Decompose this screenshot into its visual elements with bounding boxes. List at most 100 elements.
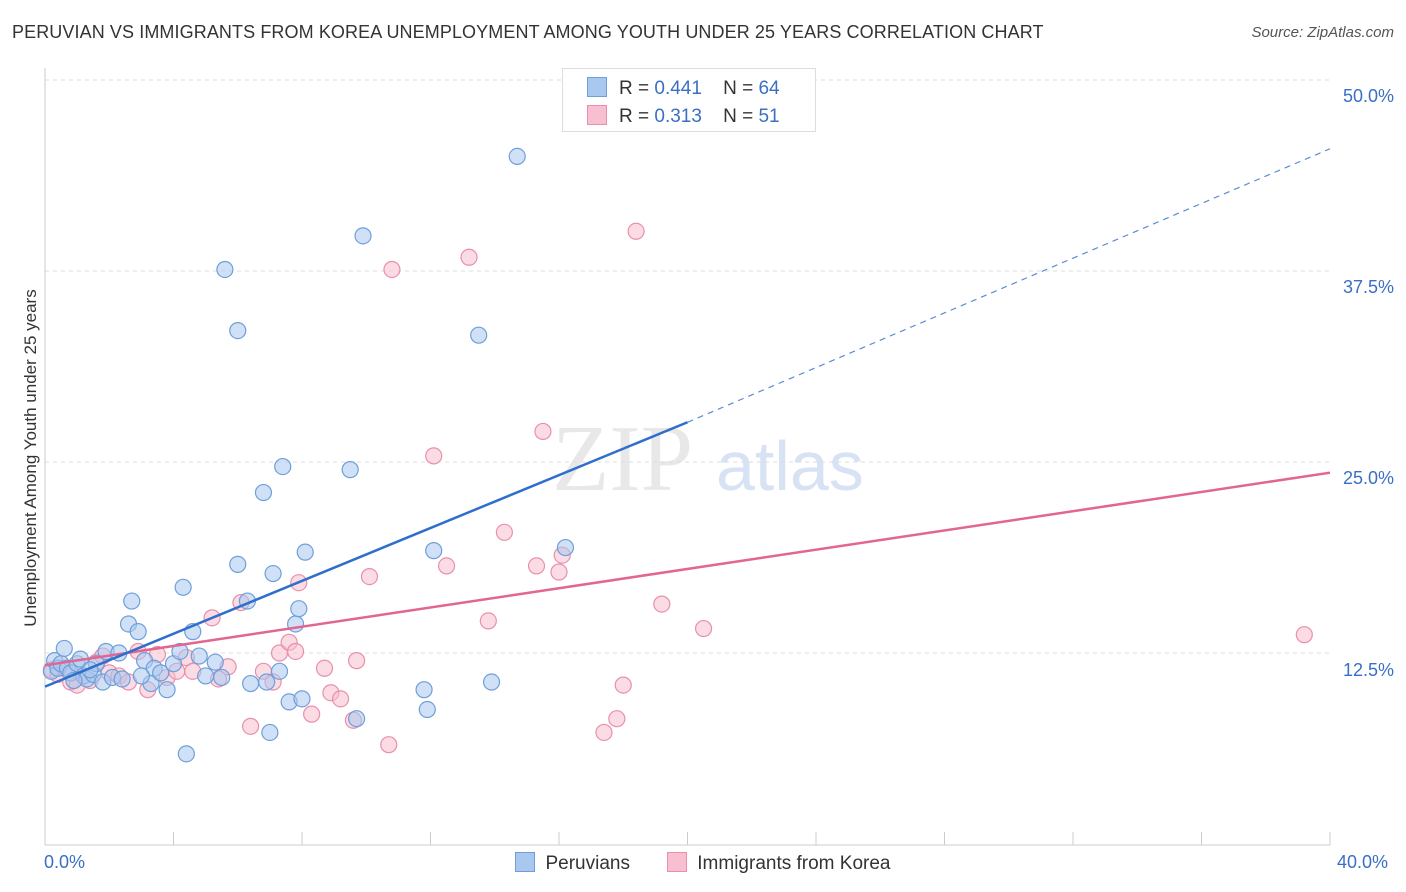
watermark-zip: ZIP <box>552 407 693 511</box>
legend-label: Peruvians <box>545 853 630 874</box>
peruvian-point <box>229 321 247 340</box>
peruvian-point <box>132 667 150 685</box>
peruvian-point <box>213 668 231 687</box>
korea-point <box>460 248 478 266</box>
peruvian-point <box>264 564 282 583</box>
n-value: 51 <box>758 106 780 127</box>
peruvian-point <box>197 667 215 685</box>
chart-title: PERUVIAN VS IMMIGRANTS FROM KOREA UNEMPL… <box>12 22 1044 42</box>
korea-point <box>303 705 321 723</box>
n-label: N = <box>723 78 754 99</box>
peruvian-point <box>508 147 526 165</box>
peruvian-point <box>254 483 273 502</box>
korea-point <box>380 736 398 754</box>
korea-point <box>694 619 713 638</box>
peruvian-point <box>129 623 147 641</box>
peruvian-point <box>270 662 289 680</box>
korea-point <box>595 723 613 742</box>
n-value: 64 <box>758 78 780 99</box>
legend-label: Immigrants from Korea <box>697 853 891 874</box>
stats-legend-row-peruvians: R = 0.441 N = 64 <box>587 77 780 101</box>
korea-point <box>360 567 379 586</box>
peruvian-point <box>158 681 176 699</box>
korea-point <box>608 710 626 728</box>
legend-item-peruvians: Peruvians <box>515 852 630 875</box>
peruvian-point <box>123 592 141 610</box>
r-label: R = <box>619 106 650 127</box>
korea-point <box>534 422 552 441</box>
y-tick-label: 50.0% <box>1342 86 1394 106</box>
korea-point <box>348 652 366 670</box>
peruvian-point <box>470 326 488 344</box>
legend-item-korea: Immigrants from Korea <box>667 852 891 875</box>
korea-point <box>425 447 443 465</box>
peruvians-swatch <box>587 77 607 97</box>
peruvian-point <box>152 664 170 682</box>
korea-point <box>653 595 671 613</box>
peruvian-points <box>42 147 575 763</box>
series-legend: Peruvians Immigrants from Korea <box>0 852 1406 875</box>
peruvian-point <box>206 653 224 671</box>
axes <box>44 68 1331 846</box>
korea-trend-line <box>44 471 1331 667</box>
watermark: ZIP atlas <box>552 407 864 511</box>
korea-point <box>495 523 513 541</box>
peruvian-point <box>190 647 208 665</box>
korea-point <box>614 676 632 694</box>
korea-swatch <box>587 105 607 125</box>
x-tick-label: 0.0% <box>44 852 86 872</box>
korea-point <box>550 563 568 581</box>
korea-point <box>1295 626 1313 644</box>
korea-point <box>242 717 260 735</box>
peruvian-point <box>274 457 292 476</box>
peruvian-point <box>341 461 359 479</box>
trend-lines <box>44 148 1331 688</box>
stats-legend-row-korea: R = 0.313 N = 51 <box>587 105 780 129</box>
korea-swatch <box>667 852 688 872</box>
peruvian-point <box>171 642 189 661</box>
peruvian-point <box>242 674 260 693</box>
peruvian-point <box>216 260 234 279</box>
y-tick-label: 12.5% <box>1342 660 1394 680</box>
peruvian-point <box>415 681 433 699</box>
r-label: R = <box>619 78 650 99</box>
korea-point <box>286 642 305 661</box>
korea-point <box>437 557 456 575</box>
r-value: 0.313 <box>654 106 702 127</box>
peruvian-point <box>55 639 73 658</box>
peruvian-point <box>296 543 314 561</box>
watermark-atlas: atlas <box>716 427 864 505</box>
peruvian-point <box>113 670 131 688</box>
peruvians-swatch <box>515 852 536 872</box>
peruvian-point <box>174 578 192 596</box>
stats-legend: R = 0.441 N = 64 R = 0.313 N = 51 <box>562 68 816 132</box>
peruvian-point <box>258 673 276 691</box>
korea-point <box>527 557 546 575</box>
peruvian-point <box>482 673 501 691</box>
y-tick-label: 37.5% <box>1342 277 1394 297</box>
peruvian-point <box>556 538 575 557</box>
korea-point <box>315 659 334 677</box>
peruvian-trend-extension <box>687 148 1331 423</box>
korea-point <box>479 612 497 630</box>
peruvian-point <box>290 600 308 618</box>
peruvian-point <box>229 555 247 573</box>
peruvian-point <box>177 745 195 763</box>
peruvian-point <box>261 723 279 742</box>
x-tick-label: 40.0% <box>1337 852 1389 872</box>
y-tick-label: 25.0% <box>1342 468 1394 488</box>
n-label: N = <box>723 106 754 127</box>
peruvian-point <box>425 542 443 560</box>
korea-point <box>331 690 350 708</box>
peruvian-trend-line <box>44 421 688 688</box>
source-label: Source: ZipAtlas.com <box>1251 24 1394 41</box>
y-axis-title: Unemployment Among Youth under 25 years <box>21 289 40 627</box>
korea-point <box>383 260 401 279</box>
korea-point <box>627 222 645 240</box>
peruvian-point <box>418 700 436 719</box>
r-value: 0.441 <box>654 78 702 99</box>
peruvian-point <box>293 690 311 708</box>
peruvian-point <box>354 227 372 245</box>
peruvian-point <box>348 710 366 728</box>
